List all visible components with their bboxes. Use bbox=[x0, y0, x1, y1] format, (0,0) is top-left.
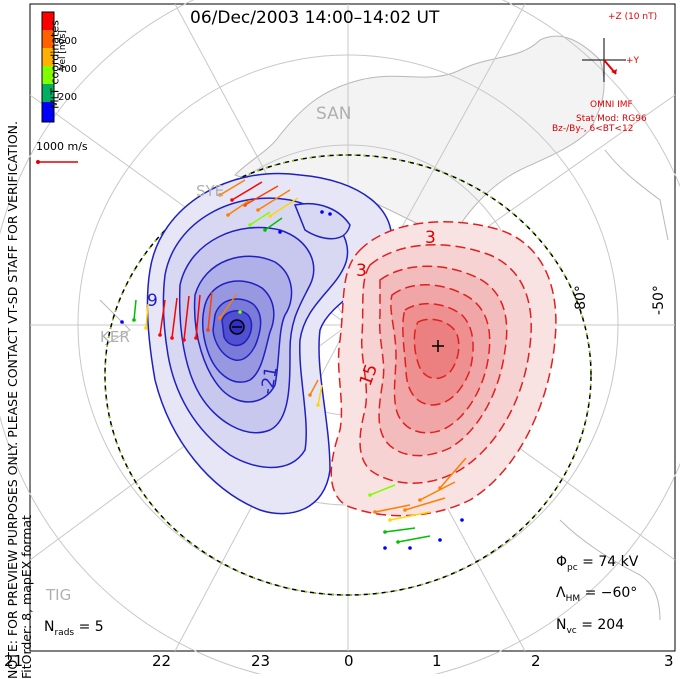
mlt-tick: 21 bbox=[4, 652, 24, 670]
lambda-hm-value: = −60° bbox=[584, 585, 638, 601]
reference-vector bbox=[36, 160, 78, 164]
imf-model-line2: Bz-/By-, 6<BT<12 bbox=[552, 124, 634, 134]
phi-pc-stat: Φpc = 74 kV bbox=[556, 554, 638, 573]
lambda-hm-stat: ΛHM = −60° bbox=[556, 585, 637, 604]
mlt-tick: 22 bbox=[152, 652, 172, 670]
imf-dial bbox=[582, 38, 626, 82]
preview-note-line1: NOTE: FOR PREVIEW PURPOSES ONLY. PLEASE … bbox=[5, 121, 20, 679]
lat-label-80: -80° bbox=[572, 285, 589, 315]
contour-label: -21 bbox=[257, 365, 282, 396]
imf-z-label: +Z (10 nT) bbox=[608, 12, 658, 22]
station-tig: TIG bbox=[46, 586, 72, 604]
contour-label: 9 bbox=[147, 291, 158, 311]
mlt-tick: 3 bbox=[664, 652, 674, 670]
lat-label-50: -50° bbox=[650, 285, 667, 315]
map-title: 06/Dec/2003 14:00–14:02 UT bbox=[190, 8, 440, 28]
n-rads-symbol: N bbox=[44, 619, 55, 635]
scale-tick-400: 400 bbox=[58, 64, 78, 75]
mlt-tick: 2 bbox=[531, 652, 541, 670]
phi-pc-value: = 74 kV bbox=[582, 554, 639, 570]
n-vc-sub: vc bbox=[566, 625, 577, 636]
vector-cluster-dawn bbox=[308, 379, 467, 550]
reference-vector-label: 1000 m/s bbox=[36, 140, 88, 153]
station-sye: SYE bbox=[196, 182, 225, 200]
imf-model-line1: Stat Mod: RG96 bbox=[576, 114, 647, 124]
contour-label: 3 bbox=[425, 228, 436, 248]
phi-pc-sub: pc bbox=[567, 562, 578, 573]
lambda-hm-symbol: Λ bbox=[556, 585, 566, 601]
n-rads-sub: rads bbox=[54, 627, 75, 638]
dusk-cell bbox=[146, 172, 393, 515]
vector-cluster-sye bbox=[218, 179, 332, 234]
station-ker: KER bbox=[100, 328, 130, 346]
n-vc-value: = 204 bbox=[581, 617, 625, 633]
n-vc-stat: Nvc = 204 bbox=[556, 617, 624, 636]
velocity-vectors bbox=[120, 179, 467, 550]
station-san: SAN bbox=[316, 104, 352, 124]
scale-tick-600: 600 bbox=[58, 36, 78, 47]
dawn-cell bbox=[330, 221, 557, 517]
phi-pc-symbol: Φ bbox=[556, 554, 568, 570]
preview-note: NOTE: FOR PREVIEW PURPOSES ONLY. PLEASE … bbox=[5, 69, 34, 679]
contour-label: 3 bbox=[356, 261, 367, 281]
velocity-color-scale bbox=[41, 11, 55, 123]
mlt-tick: 1 bbox=[432, 652, 442, 670]
n-rads-value: = 5 bbox=[78, 619, 104, 635]
coords-label: MLT coordinates bbox=[48, 20, 62, 109]
lambda-hm-sub: HM bbox=[565, 593, 581, 604]
mlt-tick: 23 bbox=[251, 652, 271, 670]
vector-cluster-ker bbox=[120, 291, 242, 342]
hm-boundary-green bbox=[104, 154, 592, 596]
n-rads-stat: Nrads = 5 bbox=[44, 619, 104, 638]
scale-tick-200: 200 bbox=[58, 92, 78, 103]
n-vc-symbol: N bbox=[556, 617, 567, 633]
mlt-tick: 0 bbox=[344, 652, 354, 670]
preview-note-line2: FitOrder: 8, mapEX format bbox=[19, 515, 34, 679]
imf-source: OMNI IMF bbox=[590, 100, 633, 110]
imf-y-label: +Y bbox=[626, 56, 640, 66]
